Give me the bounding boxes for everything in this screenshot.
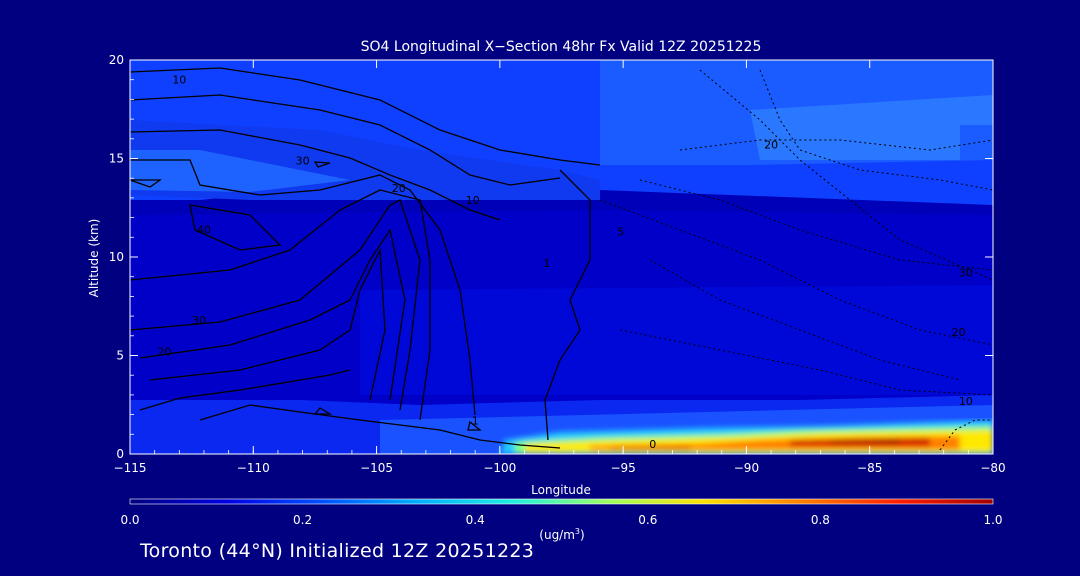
- field-upper-right-core: [750, 95, 993, 160]
- contour-line: [544, 169, 591, 441]
- x-tick-label: −110: [237, 461, 270, 475]
- contour-label: 10: [466, 194, 480, 207]
- contour-line-dashed: [699, 69, 993, 281]
- x-tick-label: −80: [980, 461, 1005, 475]
- contour-line-dashed: [679, 139, 993, 151]
- x-tick-label: −90: [734, 461, 759, 475]
- contour-line: [130, 199, 421, 411]
- contour-line: [130, 129, 501, 221]
- footer-caption: Toronto (44°N) Initialized 12Z 20251223: [140, 540, 535, 562]
- x-tick-label: −100: [483, 461, 516, 475]
- contour-label: 30: [959, 267, 973, 280]
- contour-lines-dashed: [599, 69, 993, 451]
- x-tick-label: −85: [857, 461, 882, 475]
- contour-label: 5: [617, 225, 624, 238]
- contour-label: 20: [951, 326, 965, 339]
- contour-label: 0: [649, 438, 656, 451]
- contour-label: 20: [392, 182, 406, 195]
- colorbar-unit-prefix: (ug/m: [539, 528, 575, 542]
- y-tick-label: 0: [116, 447, 124, 461]
- contour-line: [199, 404, 561, 449]
- contour-label: 1: [543, 257, 550, 270]
- contour-line: [313, 161, 331, 168]
- y-tick-label: 20: [109, 53, 124, 67]
- colorbar-tick-label: 0.8: [811, 513, 830, 527]
- contour-line: [313, 407, 333, 415]
- plume-red-west: [610, 446, 690, 450]
- contour-line: [189, 204, 282, 251]
- contour-label: 10: [959, 395, 973, 408]
- y-tick-label: 10: [109, 250, 124, 264]
- x-axis-label: Longitude: [531, 483, 591, 497]
- surface-plume: [500, 420, 993, 454]
- colorbar-ticks: 0.0 0.2 0.4 0.6 0.8 1.0: [120, 513, 1002, 527]
- contour-line: [467, 420, 482, 431]
- x-tick-label: −115: [114, 461, 147, 475]
- contour-line: [130, 67, 601, 166]
- contour-line-dashed: [649, 259, 961, 381]
- contour-line: [139, 228, 406, 401]
- concentration-field: 10 30 40 20 10 30 20 1 1 20 5 30 20 10 0: [130, 60, 993, 454]
- colorbar-tick-label: 0.6: [638, 513, 657, 527]
- y-axis-label: Altitude (km): [87, 219, 101, 298]
- colorbar-tick-label: 0.4: [466, 513, 485, 527]
- contour-label: 30: [296, 154, 310, 167]
- contour-label: 20: [158, 346, 172, 359]
- contour-label: 40: [197, 223, 211, 236]
- contour-labels: 10 30 40 20 10 30 20 1 1 20 5 30 20 10 0: [158, 74, 973, 451]
- field-lower-trop: [360, 285, 993, 395]
- contour-label: 1: [472, 414, 479, 427]
- plume-core: [830, 439, 900, 444]
- x-tick-label: −105: [360, 461, 393, 475]
- chart-title: SO4 Longitudinal X−Section 48hr Fx Valid…: [361, 39, 762, 55]
- contour-line-dashed: [759, 69, 993, 191]
- colorbar: [129, 498, 994, 505]
- contour-line: [139, 369, 351, 411]
- contour-line: [130, 189, 431, 421]
- contour-line-dashed: [939, 419, 993, 451]
- y-tick-label: 5: [116, 349, 124, 363]
- contour-line: [130, 179, 163, 188]
- contour-label: 10: [172, 74, 186, 87]
- contour-line: [130, 94, 561, 186]
- colorbar-tick-label: 0.2: [293, 513, 312, 527]
- x-axis-ticks: −115 −110 −105 −100 −95 −90 −85 −80: [114, 60, 1006, 475]
- contour-line: [149, 247, 386, 401]
- contour-label: 30: [192, 314, 206, 327]
- contour-line: [130, 159, 476, 416]
- colorbar-unit-sup: 3: [575, 527, 580, 536]
- contour-line-dashed: [599, 199, 993, 346]
- colorbar-tick-label: 0.0: [120, 513, 139, 527]
- colorbar-tick-label: 1.0: [983, 513, 1002, 527]
- y-tick-label: 15: [109, 152, 124, 166]
- colorbar-unit-close: ): [580, 528, 585, 542]
- contour-label: 20: [764, 139, 778, 152]
- colorbar-unit-label: (ug/m3): [539, 527, 584, 542]
- x-tick-label: −95: [610, 461, 635, 475]
- contour-lines-solid: [130, 67, 601, 449]
